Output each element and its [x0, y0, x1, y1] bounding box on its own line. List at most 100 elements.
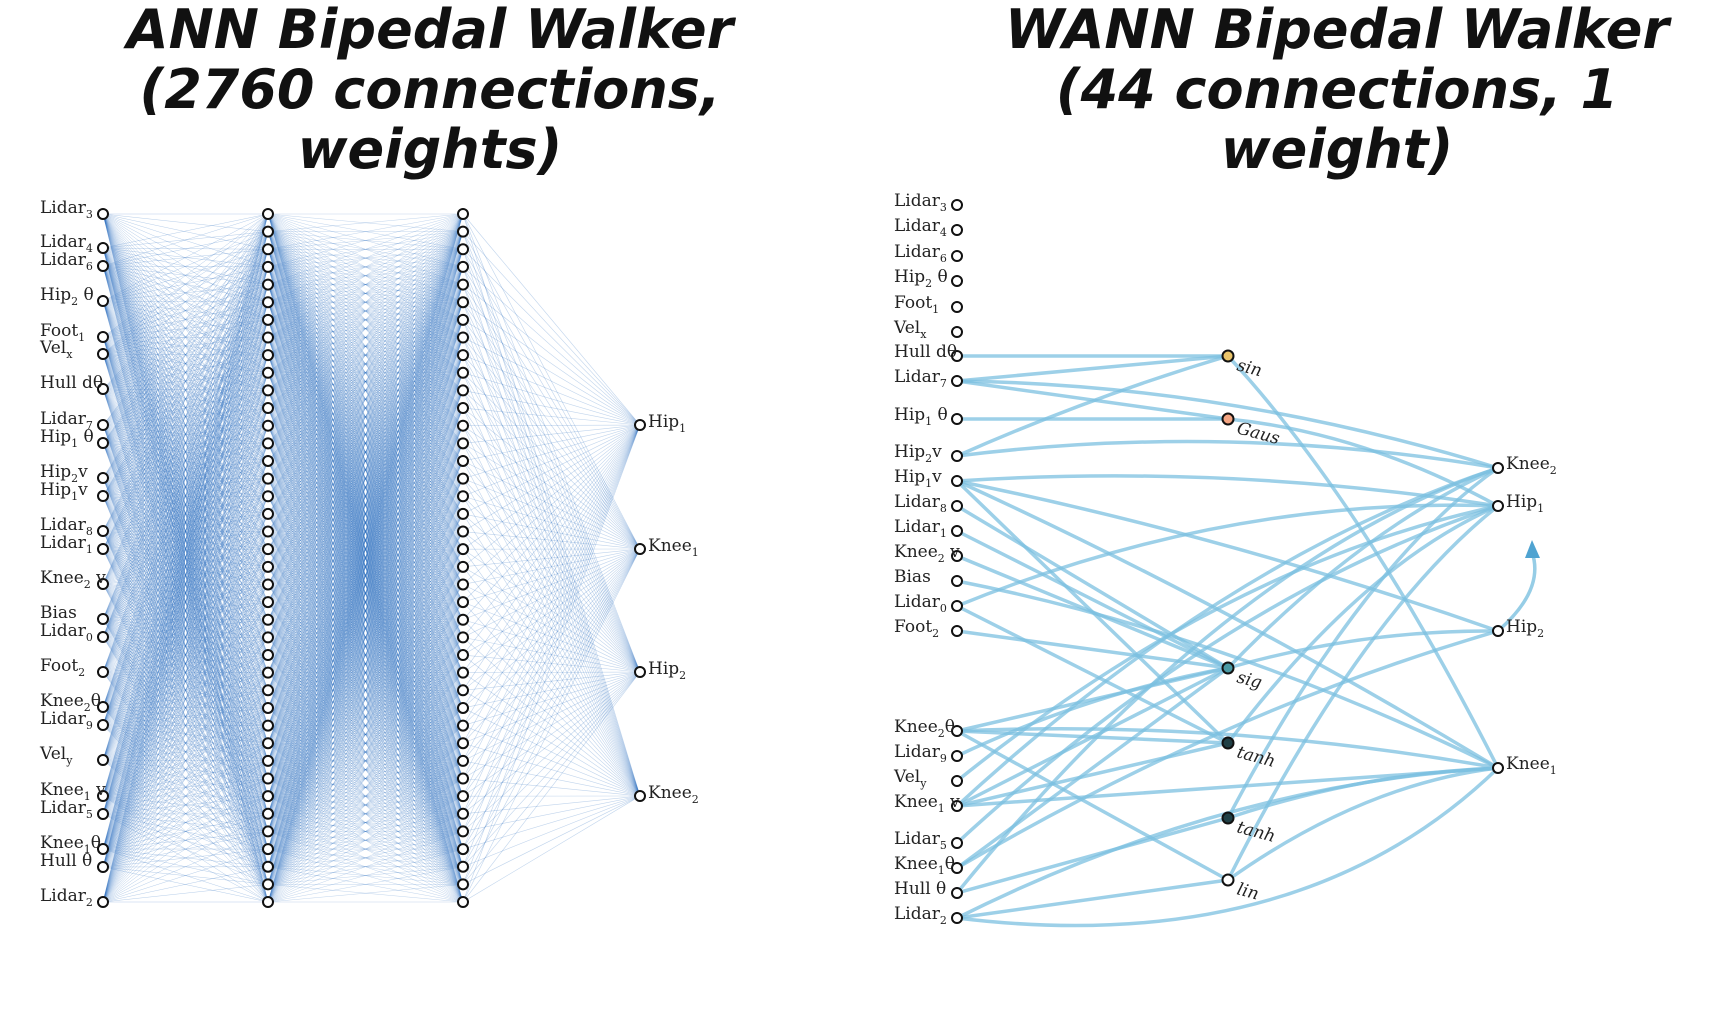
ann-edge-in-h1: [102, 337, 269, 585]
ann-edge-in-h1: [102, 353, 269, 479]
ann-edge-h1-h2: [267, 566, 464, 656]
ann-edge-in-h1: [102, 618, 269, 832]
ann-edge-in-h1: [102, 249, 269, 761]
ann-edge-h1-h2: [267, 478, 464, 620]
ann-edge-in-h1: [102, 707, 269, 903]
ann-edge-in-h1: [102, 231, 269, 850]
ann-edge-in-h1: [102, 265, 269, 444]
ann-hidden1-node: [262, 596, 274, 609]
ann-edge-in-h1: [102, 495, 269, 867]
ann-edge-in-h1: [102, 496, 269, 550]
ann-input-label: Lidar1: [40, 533, 93, 556]
ann-edge-h1-h2: [267, 213, 464, 867]
ann-edge-h1-h2: [267, 284, 464, 797]
ann-edge-h1-h2: [267, 390, 464, 867]
ann-edge-h1-h2: [267, 707, 464, 762]
ann-edge-h1-h2: [267, 213, 464, 479]
ann-edge-in-h1: [102, 513, 269, 532]
ann-edge-in-h1: [102, 336, 269, 797]
ann-edge-h1-h2: [267, 672, 464, 885]
ann-edge-h1-h2: [267, 249, 464, 409]
activation-label: lin: [1235, 880, 1261, 905]
ann-edge-in-h1: [102, 460, 269, 550]
ann-edge-h1-h2: [267, 372, 464, 497]
wann-edge: [955, 816, 1230, 895]
ann-edge-h1-h2: [267, 390, 464, 673]
ann-edge-in-h1: [102, 213, 269, 744]
ann-edge-h1-h2: [267, 654, 464, 744]
ann-edge-in-h1: [102, 724, 269, 779]
ann-edge-in-h1: [102, 583, 269, 709]
ann-edge-h1-h2: [267, 231, 464, 867]
wann-input-label: Lidar2: [894, 904, 947, 927]
ann-edge-h1-h2: [267, 319, 464, 409]
ann-edge-in-h1: [102, 388, 269, 515]
ann-edge-in-h1: [102, 724, 269, 885]
ann-edge-h1-h2: [267, 249, 464, 479]
ann-edge-h1-h2: [267, 496, 464, 568]
ann-edge-h1-h2: [267, 478, 464, 550]
ann-hidden2-node: [457, 649, 469, 662]
ann-edge-h1-h2: [267, 284, 464, 550]
ann-edge-in-h1: [102, 300, 269, 515]
ann-edge-h1-h2: [267, 249, 464, 321]
ann-edge-in-h1: [102, 249, 269, 815]
ann-edge-h1-h2: [267, 601, 464, 709]
ann-edge-h1-h2: [267, 531, 464, 620]
ann-edge-in-h1: [102, 247, 269, 603]
ann-edge-h1-h2: [267, 478, 464, 585]
ann-edge-in-h1: [102, 477, 269, 761]
ann-edge-h1-h2: [267, 707, 464, 797]
ann-edge-in-h1: [102, 249, 269, 355]
ann-edge-in-h1: [102, 548, 269, 903]
ann-hidden2-node: [457, 596, 469, 609]
ann-edge-h1-h2: [267, 566, 464, 744]
ann-edge-h1-h2: [267, 372, 464, 462]
ann-edge-h1-h2: [267, 460, 464, 885]
ann-edge-h1-h2: [267, 566, 464, 850]
ann-edge-h1-h2: [267, 690, 464, 832]
ann-edge-h1-h2: [267, 496, 464, 638]
ann-edge-in-h1: [102, 213, 269, 232]
ann-edge-in-h1: [102, 460, 269, 903]
ann-edges: [102, 213, 641, 903]
ann-edge-h1-h2: [267, 266, 464, 321]
ann-hidden2-node: [457, 366, 469, 379]
ann-edge-h1-h2: [267, 390, 464, 515]
ann-edge-in-h1: [102, 213, 269, 532]
ann-edge-h1-h2: [267, 249, 464, 515]
ann-edge-h1-h2: [267, 372, 464, 479]
ann-edge-h1-h2: [267, 513, 464, 814]
ann-edge-in-h1: [102, 707, 269, 761]
ann-edge-in-h1: [102, 759, 269, 779]
wann-input-label: Foot1: [894, 293, 939, 316]
ann-edge-h1-h2: [267, 425, 464, 779]
ann-edge-in-h1: [102, 300, 269, 585]
ann-edge-in-h1: [102, 636, 269, 903]
ann-edge-in-h1: [102, 583, 269, 779]
ann-edge-in-h1: [102, 300, 269, 603]
ann-edge-in-h1: [102, 231, 269, 815]
ann-edge-h1-h2: [267, 372, 464, 426]
wann-input-node: [951, 887, 963, 899]
ann-title-line1: ANN Bipedal Walker: [126, 0, 734, 61]
wann-input-node: [951, 500, 963, 512]
ann-edge-in-h1: [102, 354, 269, 479]
wann-input-node: [951, 326, 963, 338]
ann-edge-in-h1: [102, 319, 269, 355]
ann-edge-h1-h2: [267, 372, 464, 444]
ann-edge-in-h1: [102, 566, 269, 797]
ann-edge-in-h1: [102, 319, 269, 620]
ann-edge-in-h1: [102, 549, 269, 815]
wann-input-node: [951, 224, 963, 236]
ann-edge-h1-h2: [267, 637, 464, 814]
ann-edge-h1-h2: [267, 337, 464, 356]
ann-edge-h1-h2: [267, 601, 464, 673]
wann-output-label: Hip1: [1506, 492, 1544, 515]
ann-edge-h1-h2: [267, 637, 464, 903]
wann-input-node: [951, 250, 963, 262]
ann-edge-in-h1: [102, 725, 269, 797]
ann-edge-in-h1: [102, 336, 269, 620]
ann-edge-in-h1: [102, 372, 269, 815]
ann-edge-h1-h2: [267, 390, 464, 462]
